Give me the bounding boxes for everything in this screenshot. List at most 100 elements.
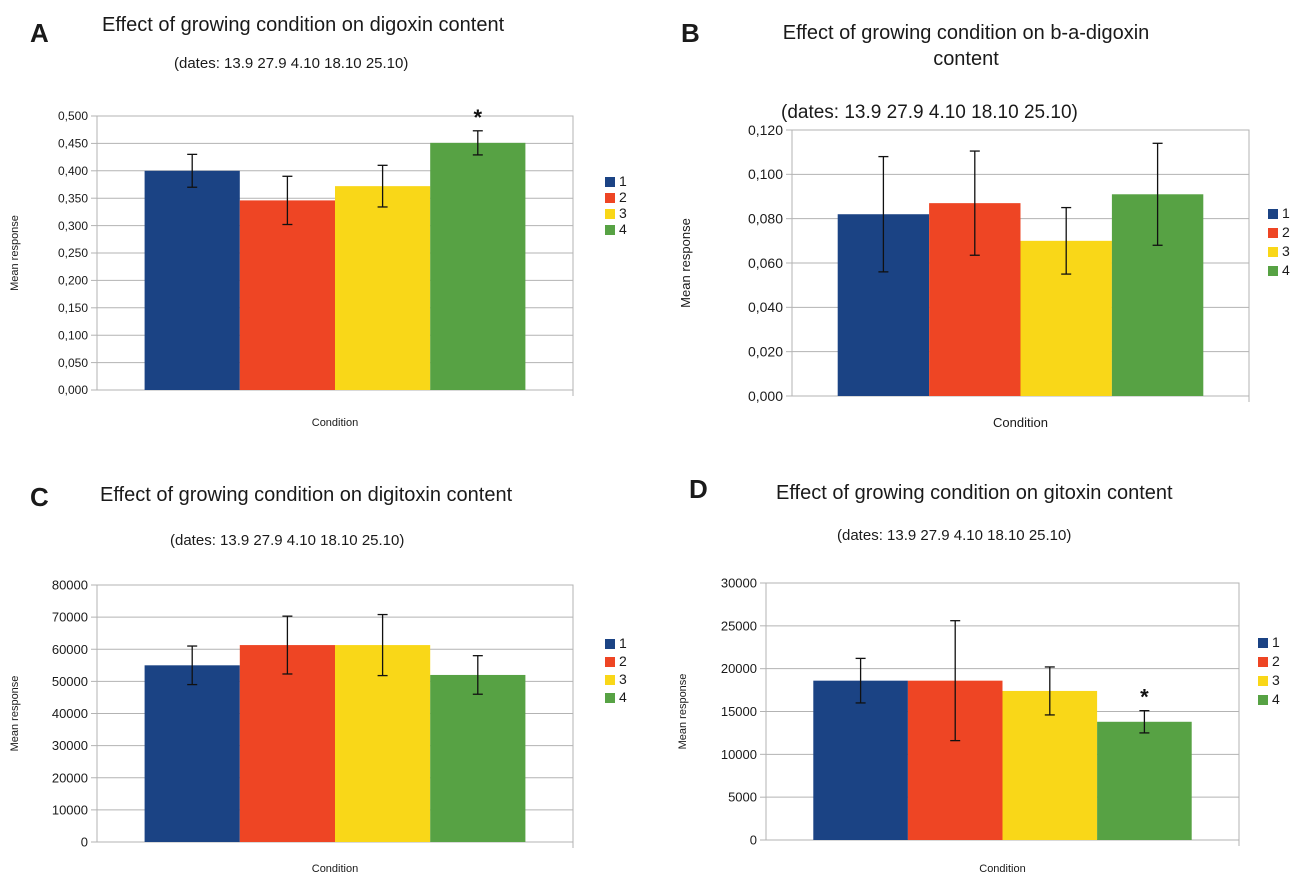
chart-title: Effect of growing condition on digoxin c…: [102, 14, 505, 36]
legend-swatch: [605, 675, 615, 685]
bar-3: [335, 186, 431, 390]
chart-subtitle: (dates: 13.9 27.9 4.10 18.10 25.10): [837, 527, 1072, 544]
y-tick-label: 0: [750, 833, 757, 848]
y-tick-label: 0,400: [58, 164, 88, 178]
bar-chart: 0,000 0,020 0,040 0,060 0,080 0,100 0,120 Condi…: [678, 122, 1290, 430]
bar-2: [239, 645, 335, 842]
y-tick-label: 0,080: [748, 211, 783, 227]
panel-letter: C: [30, 482, 49, 512]
legend-swatch: [1258, 638, 1268, 648]
legend-swatch: [605, 657, 615, 667]
y-tick-label: 0,300: [58, 219, 88, 233]
legend-swatch: [1258, 676, 1268, 686]
y-tick-label: 30000: [52, 738, 88, 753]
panel-letter: D: [689, 474, 708, 504]
legend-swatch: [605, 177, 615, 187]
legend-label: 3: [619, 205, 627, 221]
legend-label: 4: [619, 221, 627, 237]
legend-label: 1: [619, 635, 627, 651]
panel-letter: B: [681, 18, 700, 48]
legend-swatch: [1268, 266, 1278, 276]
y-tick-label: 0,250: [58, 246, 88, 260]
chart-subtitle: (dates: 13.9 27.9 4.10 18.10 25.10): [170, 532, 405, 549]
legend-swatch: [605, 209, 615, 219]
legend-label: 1: [1282, 205, 1290, 221]
y-tick-label: 0,060: [748, 255, 783, 271]
y-tick-label: 80000: [52, 578, 88, 593]
chart-title: Effect of growing condition on b-a-digox…: [782, 22, 1150, 70]
x-axis-label: Condition: [312, 417, 358, 429]
y-tick-label: 5000: [728, 790, 757, 805]
legend-swatch: [1258, 695, 1268, 705]
chart-title: Effect of growing condition on gitoxin c…: [776, 482, 1173, 504]
bar-chart: 0 10000 20000 30000 40000 50000 60000 70000 8000…: [9, 578, 627, 875]
chart-subtitle: (dates: 13.9 27.9 4.10 18.10 25.10): [781, 102, 1078, 123]
bar-4: [430, 142, 526, 390]
y-tick-label: 20000: [52, 770, 88, 785]
y-tick-label: 0,100: [58, 328, 88, 342]
y-tick-label: 0,100: [748, 166, 783, 182]
x-axis-label: Condition: [979, 863, 1025, 875]
chart-panel-b: B Effect of growing condition on b-a-dig…: [651, 0, 1302, 440]
legend-label: 4: [1282, 262, 1290, 278]
bar-3: [1002, 690, 1098, 840]
y-axis-label: Mean response: [678, 218, 693, 308]
legend-label: 2: [619, 653, 627, 669]
y-tick-label: 30000: [721, 576, 757, 591]
y-tick-label: 0,040: [748, 299, 783, 315]
chart-panel-c: C Effect of growing condition on digitox…: [0, 440, 651, 880]
y-tick-label: 60000: [52, 642, 88, 657]
chart-subtitle: (dates: 13.9 27.9 4.10 18.10 25.10): [174, 55, 409, 72]
chart-panel-d: D Effect of growing condition on gitoxin…: [651, 440, 1302, 880]
legend-label: 1: [619, 173, 627, 189]
bar-4: [1097, 721, 1192, 840]
y-axis-label: Mean response: [9, 215, 21, 291]
bar-3: [335, 645, 431, 842]
significance-marker: *: [1140, 685, 1149, 710]
legend-swatch: [605, 639, 615, 649]
y-tick-label: 70000: [52, 610, 88, 625]
bar-1: [144, 170, 240, 390]
y-tick-label: 0,450: [58, 137, 88, 151]
legend-swatch: [1268, 247, 1278, 257]
y-tick-label: 40000: [52, 706, 88, 721]
y-tick-label: 15000: [721, 704, 757, 719]
bar-1: [144, 665, 240, 842]
y-tick-label: 0,020: [748, 344, 783, 360]
chart-title: Effect of growing condition on digitoxin…: [100, 484, 513, 506]
panel-letter: A: [30, 18, 49, 48]
legend-swatch: [605, 225, 615, 235]
bar-1: [813, 680, 908, 840]
y-tick-label: 50000: [52, 674, 88, 689]
y-tick-label: 0,050: [58, 356, 88, 370]
bar-chart: 0 5000 10000 15000 20000 25000 30000 * Condition…: [677, 576, 1280, 875]
y-tick-label: 0,000: [58, 383, 88, 397]
y-tick-label: 0,000: [748, 388, 783, 404]
y-tick-label: 0,350: [58, 191, 88, 205]
legend-label: 2: [619, 189, 627, 205]
chart-panel-a: A Effect of growing condition on digoxin…: [0, 0, 651, 440]
legend-label: 3: [1272, 672, 1280, 688]
y-tick-label: 10000: [721, 747, 757, 762]
y-axis-label: Mean response: [677, 674, 689, 750]
y-axis-label: Mean response: [9, 676, 21, 752]
legend-swatch: [1268, 228, 1278, 238]
y-tick-label: 10000: [52, 802, 88, 817]
legend-label: 2: [1282, 224, 1290, 240]
x-axis-label: Condition: [993, 415, 1048, 430]
y-tick-label: 0,120: [748, 122, 783, 138]
legend-label: 3: [1282, 243, 1290, 259]
y-tick-label: 0,150: [58, 301, 88, 315]
legend-label: 4: [1272, 691, 1280, 707]
y-tick-label: 25000: [721, 618, 757, 633]
y-tick-label: 0,200: [58, 274, 88, 288]
legend-swatch: [1258, 657, 1268, 667]
y-tick-label: 20000: [721, 661, 757, 676]
bar-4: [430, 674, 526, 842]
legend-swatch: [605, 693, 615, 703]
y-tick-label: 0,500: [58, 109, 88, 123]
legend-label: 4: [619, 689, 627, 705]
legend-label: 3: [619, 671, 627, 687]
y-tick-label: 0: [81, 835, 88, 850]
bar-chart: 0,000 0,050 0,100 0,150 0,200 0,250 0,300 0,350…: [9, 105, 627, 429]
